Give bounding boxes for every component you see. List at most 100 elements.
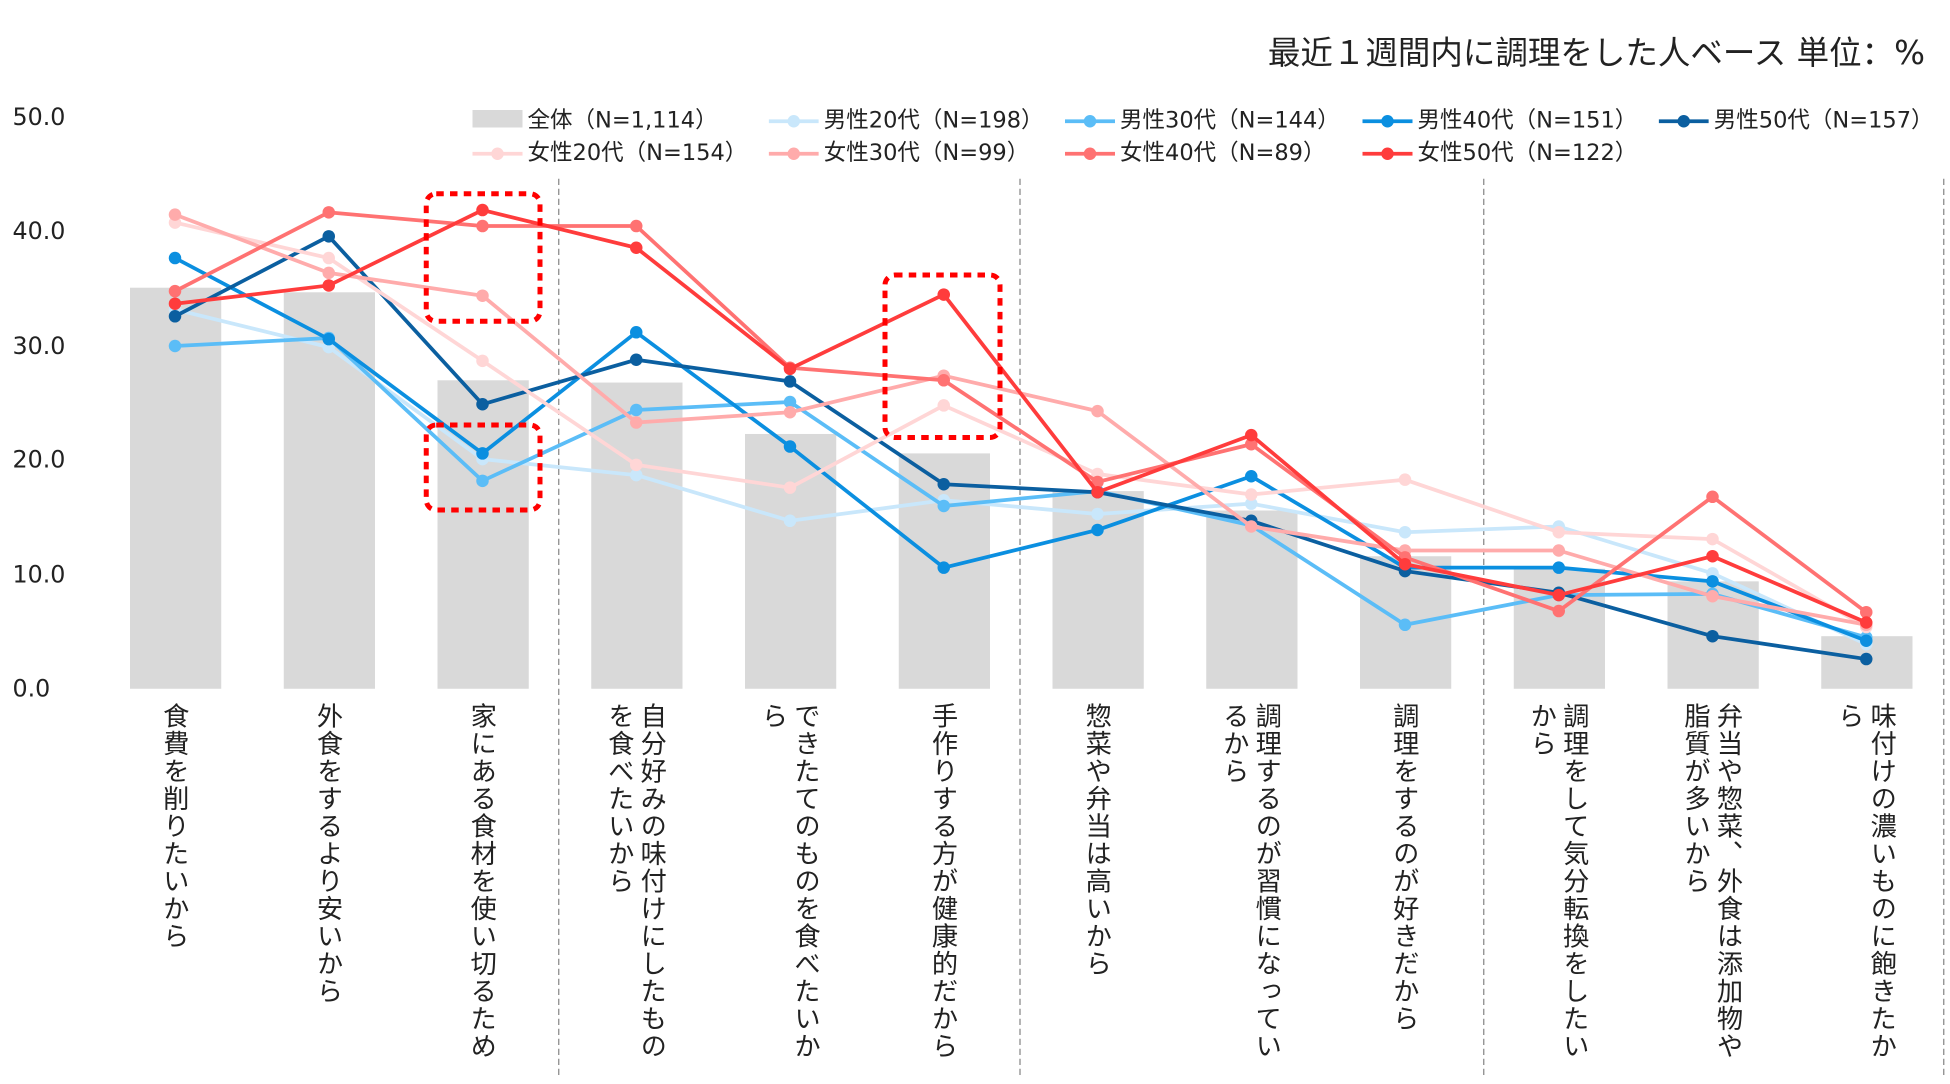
series-point xyxy=(630,403,643,417)
series-point xyxy=(630,416,643,429)
category-label: 惣菜や弁当は高いから xyxy=(1082,702,1113,978)
legend-swatch xyxy=(768,143,819,160)
series-point xyxy=(322,266,335,280)
series-point xyxy=(476,447,489,460)
series-point xyxy=(783,514,797,528)
series-point xyxy=(168,297,182,310)
y-tick-label: 40.0 xyxy=(12,217,66,246)
y-tick-label: 10.0 xyxy=(12,560,66,589)
series-point xyxy=(1245,438,1258,451)
series-point xyxy=(937,374,950,387)
legend-label: 男性20代（N=198） xyxy=(823,107,1044,134)
series-point xyxy=(1398,473,1412,486)
legend-label: 女性30代（N=99） xyxy=(823,140,1030,167)
series-point xyxy=(937,499,950,513)
series-point xyxy=(322,279,335,292)
series-point xyxy=(1091,485,1104,499)
legend-swatch xyxy=(768,110,819,128)
series-point xyxy=(1860,652,1873,666)
legend-item: 男性20代（N=198） xyxy=(768,103,1044,136)
series-point xyxy=(783,440,797,453)
legend-item: 女性20代（N=154） xyxy=(472,135,748,168)
series-point xyxy=(1706,490,1719,504)
legend-swatch xyxy=(1065,110,1115,128)
series-point xyxy=(630,468,643,482)
legend-label: 女性40代（N=89） xyxy=(1120,140,1326,167)
legend-item: 全体（N=1,114） xyxy=(472,103,718,136)
category-label: 家にある食材を使い切るため xyxy=(467,702,498,1061)
series-point xyxy=(1552,525,1565,539)
series-point xyxy=(783,395,797,409)
series-line xyxy=(174,220,1868,629)
series-line xyxy=(174,336,1867,640)
series-point xyxy=(1860,605,1873,619)
category-label: 弁当や惣菜、外食は添加物や脂質が多いから xyxy=(1681,702,1744,1061)
legend-label: 女性20代（N=154） xyxy=(527,140,748,167)
category-label: 調理をして気分転換をしたいから xyxy=(1527,702,1591,1061)
legend-item: 女性30代（N=99） xyxy=(768,135,1030,168)
bar-overall xyxy=(1052,491,1144,689)
series-point xyxy=(630,353,643,366)
legend-label: 女性50代（N=122） xyxy=(1417,140,1638,167)
series-point xyxy=(1706,532,1719,546)
legend-label: 男性30代（N=144） xyxy=(1120,107,1340,134)
series-point xyxy=(783,362,797,376)
y-tick-label: 50.0 xyxy=(12,103,66,132)
series-point xyxy=(783,375,797,388)
category-label: 味付けの濃いものに飽きたから xyxy=(1835,702,1898,1061)
series-point xyxy=(1552,588,1565,602)
series-point xyxy=(1552,604,1565,618)
series-point xyxy=(322,332,335,346)
series-line xyxy=(174,208,1867,625)
bar-overall xyxy=(591,382,683,689)
highlight-box xyxy=(882,272,1003,440)
category-label: できたてのものを食べたいから xyxy=(758,702,822,1061)
series-point xyxy=(937,477,950,491)
series-point xyxy=(1091,523,1104,537)
series-point xyxy=(476,398,489,411)
series-point xyxy=(937,288,950,301)
bar-overall xyxy=(283,292,375,689)
series-point xyxy=(1860,634,1873,648)
series-point xyxy=(630,326,643,339)
category-label: 調理をするのが好きだから xyxy=(1390,702,1420,1033)
highlight-box xyxy=(423,422,543,513)
legend-item: 女性50代（N=122） xyxy=(1362,135,1638,168)
category-label: 手作りする方が健康的だから xyxy=(928,702,959,1061)
series-point xyxy=(1706,549,1719,563)
category-label: 外食をするより安いから xyxy=(313,702,344,1006)
series-point xyxy=(1706,589,1719,603)
y-tick-label: 0.0 xyxy=(12,675,51,703)
series-point xyxy=(476,219,489,233)
series-point xyxy=(1091,475,1104,489)
series-line xyxy=(174,234,1867,661)
series-point xyxy=(168,310,182,323)
y-tick-label: 30.0 xyxy=(12,332,66,360)
bar-overall xyxy=(130,287,222,689)
series-point xyxy=(1552,544,1565,557)
y-tick-label: 20.0 xyxy=(12,446,66,474)
series-point xyxy=(1398,525,1412,539)
legend-swatch xyxy=(472,110,523,128)
legend-item: 男性40代（N=151） xyxy=(1362,103,1637,136)
bar-overall xyxy=(745,433,837,689)
series-point xyxy=(937,399,950,412)
series-point xyxy=(1552,561,1565,574)
series-point xyxy=(1706,629,1719,643)
legend-item: 男性30代（N=144） xyxy=(1065,103,1340,136)
series-point xyxy=(1860,616,1873,629)
legend-swatch xyxy=(472,143,523,160)
base-unit-note: 最近１週間内に調理をした人ベース 単位：% xyxy=(1267,35,1925,73)
series-point xyxy=(783,481,797,494)
series-point xyxy=(1398,557,1412,571)
legend-swatch xyxy=(1362,110,1413,128)
series-point xyxy=(476,203,489,217)
series-point xyxy=(937,561,950,574)
series-point xyxy=(476,289,489,302)
series-point xyxy=(630,219,643,233)
series-point xyxy=(168,251,182,265)
series-point xyxy=(1245,469,1258,483)
legend-swatch xyxy=(1362,143,1413,160)
series-point xyxy=(1706,575,1719,588)
category-label: 自分好みの味付けにしたものを食べたいから xyxy=(605,702,668,1061)
